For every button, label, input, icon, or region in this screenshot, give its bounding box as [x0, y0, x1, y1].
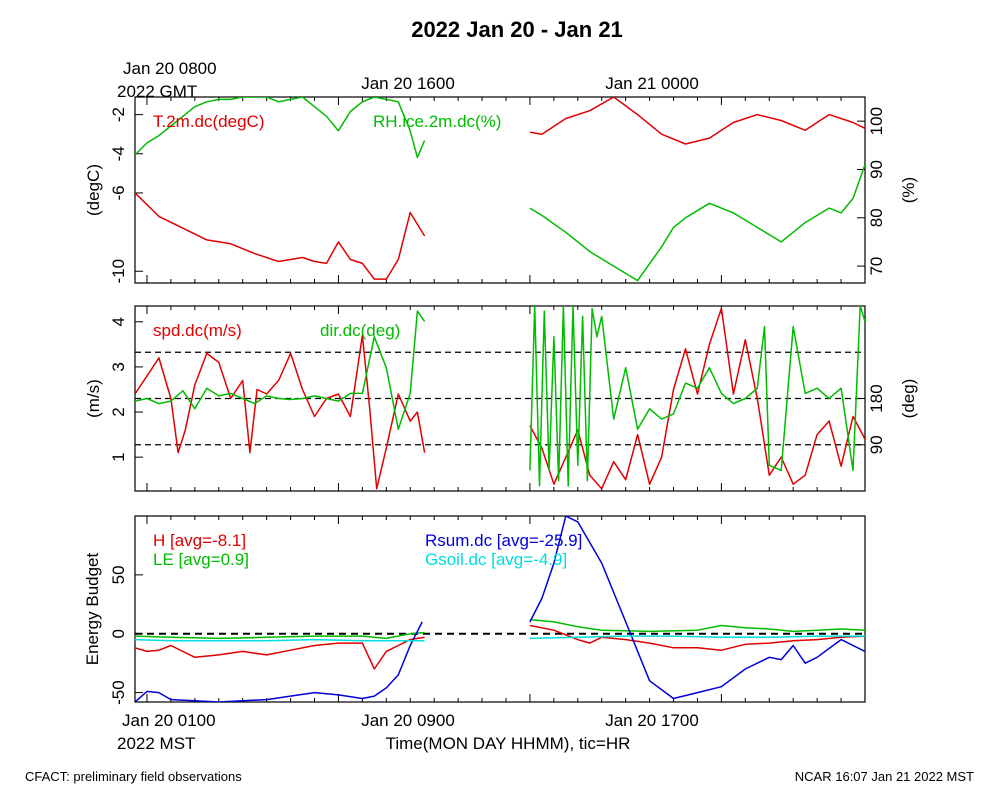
series-line-rsum-dc	[529, 516, 865, 700]
series-line-rh-ice-2m-dc-	[529, 164, 865, 282]
y-tick-label-left: 50	[109, 565, 128, 584]
panel-temperature-humidity: -2 -4 -6 -10 100 90 80 70 (degC) (%) T.2m.dc(degC)…	[84, 96, 918, 284]
y-tick-label-left: -6	[109, 185, 128, 200]
panel-energy-budget: 50 0 -50 Energy Budget H [avg=-8.1]LE [avg=0…	[83, 515, 866, 705]
y-tick-label-left: 1	[109, 452, 128, 461]
series-line-gsoil-dc	[529, 635, 865, 640]
top-axis-tick-label-2: Jan 21 0000	[605, 74, 699, 93]
legend-dir-dc-deg-: dir.dc(deg)	[320, 321, 400, 340]
series-line-rh-ice-2m-dc-	[135, 97, 426, 159]
x-axis-label: Time(MON DAY HHMM), tic=HR	[386, 734, 631, 753]
legend-rsum-dc: Rsum.dc [avg=-25.9]	[425, 531, 582, 550]
y-axis-label-left: (m/s)	[84, 379, 103, 418]
bottom-axis-mst-label: 2022 MST	[117, 734, 195, 753]
bottom-axis-tick-label-1: Jan 20 0100	[122, 711, 216, 730]
y-tick-label-right: 100	[867, 107, 886, 135]
y-tick-label-right: 90	[867, 435, 886, 454]
series-line-dir-dc-deg-	[135, 310, 426, 431]
series-line-le	[529, 618, 865, 633]
series-line-h	[529, 624, 865, 651]
series-line-spd-dc-m-s-	[135, 334, 426, 490]
series-line-gsoil-dc	[135, 638, 425, 642]
legend-spd-dc-m-s-: spd.dc(m/s)	[153, 321, 242, 340]
series-line-rsum-dc	[135, 621, 423, 702]
legend-h: H [avg=-8.1]	[153, 531, 246, 550]
panel-wind: 4 3 2 1 180 90 (m/s) (deg) spd.dc(m/s) dir.dc(deg…	[84, 305, 918, 492]
y-tick-label-left: -2	[109, 107, 128, 122]
legend-le: LE [avg=0.9]	[153, 550, 249, 569]
legend-gsoil-dc: Gsoil.dc [avg=-4.9]	[425, 550, 567, 569]
y-tick-label-right: 180	[867, 384, 886, 412]
y-tick-label-left: 0	[109, 629, 128, 638]
series-line-h	[135, 636, 425, 670]
y-tick-label-left: 3	[109, 362, 128, 371]
series-line-spd-dc-m-s-	[529, 307, 865, 490]
y-tick-label-left: 2	[109, 407, 128, 416]
footer-right: NCAR 16:07 Jan 21 2022 MST	[795, 769, 974, 784]
chart-title: 2022 Jan 20 - Jan 21	[411, 17, 623, 42]
legend-rh-ice-2m-dc-: RH.ice.2m.dc(%)	[373, 112, 501, 131]
y-tick-label-left: -10	[109, 259, 128, 284]
y-axis-label-left: Energy Budget	[83, 552, 102, 665]
series-line-t-2m-dc-degc-	[529, 97, 865, 145]
y-tick-label-left: -50	[109, 680, 128, 705]
panel-frame	[134, 515, 866, 703]
y-tick-label-right: 70	[867, 257, 886, 276]
panel-frame	[134, 96, 866, 284]
top-axis-tick-label-1: Jan 20 1600	[361, 74, 455, 93]
series-line-le	[135, 631, 425, 640]
series-line-dir-dc-deg-	[529, 306, 865, 487]
y-tick-label-right: 90	[867, 160, 886, 179]
bottom-axis-tick-label-2: Jan 20 0900	[361, 711, 455, 730]
y-axis-label-right: (%)	[899, 177, 918, 203]
y-axis-label-right: (deg)	[899, 379, 918, 419]
y-tick-label-right: 80	[867, 208, 886, 227]
y-tick-label-left: 4	[109, 317, 128, 326]
legend-t-2m-dc-degc-: T.2m.dc(degC)	[153, 112, 264, 131]
top-axis-gmt-start-label: Jan 20 0800	[123, 59, 217, 78]
top-axis-gmt-label: 2022 GMT	[117, 82, 197, 101]
series-line-t-2m-dc-degc-	[135, 192, 426, 280]
y-tick-label-left: -4	[109, 146, 128, 161]
y-axis-label-left: (degC)	[84, 164, 103, 216]
footer-left: CFACT: preliminary field observations	[25, 769, 242, 784]
bottom-axis-tick-label-3: Jan 20 1700	[605, 711, 699, 730]
